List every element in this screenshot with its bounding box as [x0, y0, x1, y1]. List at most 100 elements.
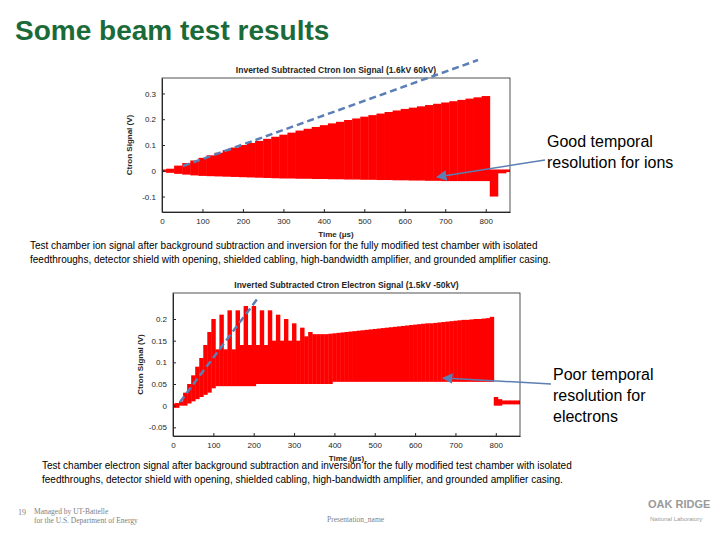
x-tick-mark	[213, 433, 214, 436]
y-tick-label: 0.3	[145, 90, 157, 99]
signal-band	[433, 323, 437, 382]
signal-band	[316, 334, 320, 384]
signal-band	[175, 403, 179, 408]
x-tick-mark	[415, 433, 416, 436]
signal-band	[344, 332, 348, 382]
annotation-text: Good temporal	[547, 133, 653, 150]
signal-band	[393, 110, 401, 180]
signal-band	[349, 332, 353, 382]
x-tick: 200	[237, 209, 251, 226]
footer-text: Managed by UT-Battelle	[34, 507, 109, 516]
x-tick-mark	[375, 433, 376, 436]
signal-band	[312, 127, 320, 179]
signal-band	[445, 322, 449, 382]
y-tick-mark	[173, 384, 176, 385]
x-tick: 200	[248, 433, 262, 450]
y-tick-mark	[162, 171, 165, 172]
x-tick-label: 400	[328, 441, 342, 450]
signal-band	[287, 133, 295, 179]
signal-band	[260, 310, 264, 384]
signal-band	[263, 139, 271, 178]
signal-band	[227, 310, 231, 386]
annotation-box	[543, 130, 693, 176]
signal-band	[466, 320, 470, 382]
annotation-text: Poor temporal	[553, 366, 654, 383]
y-tick-label: 0.15	[151, 337, 167, 346]
y-tick-label: 0	[152, 167, 157, 176]
signal-band	[215, 153, 223, 177]
x-tick: 400	[318, 209, 332, 226]
plot-area	[162, 96, 510, 196]
signal-band	[353, 331, 357, 382]
signal-band	[498, 399, 502, 406]
signal-band	[506, 169, 510, 172]
signal-band	[344, 120, 352, 180]
signal-band	[490, 169, 498, 196]
signal-band	[360, 117, 368, 180]
signal-band	[498, 169, 506, 173]
signal-band	[417, 324, 421, 382]
signal-band	[247, 143, 255, 178]
x-tick-label: 0	[171, 441, 176, 450]
signal-band	[429, 323, 433, 382]
signal-band	[280, 341, 284, 384]
signal-band	[470, 319, 474, 381]
x-tick-mark	[334, 433, 335, 436]
guide-line	[180, 298, 258, 402]
signal-band	[376, 114, 384, 180]
x-tick-label: 700	[439, 217, 453, 226]
x-tick-label: 200	[237, 217, 251, 226]
signal-band	[324, 334, 328, 384]
signal-band	[449, 101, 457, 181]
plot-background	[162, 78, 510, 212]
annotation-text: electrons	[553, 408, 618, 425]
x-tick: 300	[277, 209, 291, 226]
signal-band	[292, 323, 296, 384]
signal-band	[357, 331, 361, 382]
signal-band	[441, 102, 449, 181]
signal-band	[271, 137, 279, 178]
x-tick-mark	[445, 209, 446, 212]
signal-band	[369, 329, 373, 381]
y-tick-mark	[173, 406, 176, 407]
signal-band	[264, 345, 268, 384]
signal-band	[385, 112, 393, 180]
y-tick: 0.3	[145, 90, 165, 99]
signal-band	[510, 400, 514, 404]
signal-band	[223, 150, 231, 177]
x-tick-label: 600	[399, 217, 413, 226]
x-tick-label: 800	[480, 217, 494, 226]
annotation-arrow	[437, 160, 545, 177]
y-tick: 0.2	[156, 315, 176, 324]
signal-band	[397, 326, 401, 381]
y-tick-mark	[162, 197, 165, 198]
signal-band	[494, 397, 498, 406]
x-tick-label: 500	[358, 217, 372, 226]
footer-text: for the U.S. Department of Energy	[34, 516, 138, 525]
x-tick: 800	[490, 433, 504, 450]
signal-band	[183, 393, 187, 406]
y-tick-mark	[162, 93, 165, 94]
signal-band	[449, 321, 453, 382]
x-tick-label: 500	[369, 441, 383, 450]
signal-band	[219, 315, 223, 387]
signal-band	[381, 328, 385, 382]
caption: feedthroughs, detector shield with openi…	[42, 474, 563, 485]
signal-band	[256, 345, 260, 384]
plot-frame	[173, 293, 520, 436]
signal-band	[506, 400, 510, 404]
signal-band	[502, 400, 506, 404]
x-tick-label: 200	[248, 441, 262, 450]
y-axis-line	[173, 294, 174, 437]
signal-band	[187, 384, 191, 404]
caption: Test chamber electron signal after backg…	[42, 460, 572, 471]
signal-band	[308, 332, 312, 384]
x-tick-label: 0	[160, 217, 165, 226]
signal-band	[453, 321, 457, 382]
caption: feedthroughs, detector shield with openi…	[30, 254, 551, 265]
y-tick-mark	[173, 341, 176, 342]
signal-band	[304, 336, 308, 384]
y-tick: 0.05	[151, 380, 176, 389]
signal-band	[332, 333, 336, 382]
signal-band	[368, 115, 376, 180]
